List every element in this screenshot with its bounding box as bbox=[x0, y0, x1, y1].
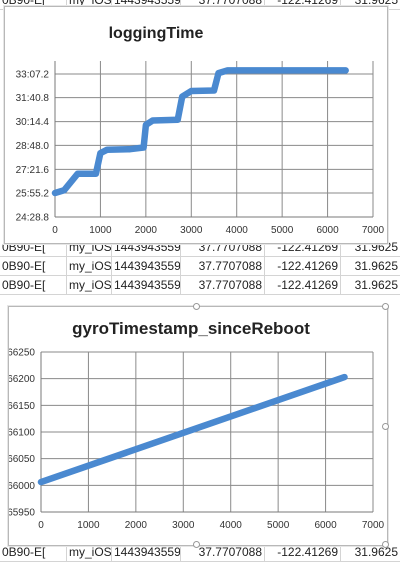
sheet-cell[interactable]: my_iOS_devi bbox=[67, 257, 112, 276]
y-tick-label: 66000 bbox=[9, 481, 35, 492]
y-tick-label: 66200 bbox=[9, 374, 35, 385]
x-tick-label: 6000 bbox=[316, 225, 339, 236]
sheet-cell[interactable]: 0B90-E[ bbox=[0, 257, 67, 276]
sheet-cell[interactable]: 37.7707088 bbox=[181, 276, 265, 295]
gyro-timestamp-chart-svg: gyroTimestamp_sinceReboot 65950 66000 6605… bbox=[9, 319, 385, 531]
logging-time-chart-svg: loggingTime 24:28.8 25:55.2 27:21.6 28:48.0… bbox=[16, 25, 385, 236]
y-tick-label: 33:07.2 bbox=[16, 69, 50, 80]
sheet-cell[interactable]: my_iOS_devi bbox=[67, 543, 112, 562]
resize-handle-top[interactable] bbox=[193, 303, 200, 310]
sheet-cell[interactable]: 31.9625 bbox=[354, 278, 398, 292]
sheet-cell[interactable]: 31.9625 bbox=[354, 259, 398, 273]
sheet-row[interactable]: 0B90-E[ my_iOS_devi 1443943559 37.770708… bbox=[0, 257, 400, 276]
sheet-cell[interactable]: 0B90-E[ bbox=[0, 543, 67, 562]
y-tick-label: 31:40.8 bbox=[16, 93, 50, 104]
y-tick-label: 24:28.8 bbox=[16, 213, 50, 224]
x-tick-label: 6000 bbox=[314, 520, 337, 531]
resize-handle-bottom-right[interactable] bbox=[382, 541, 389, 548]
sheet-cell[interactable]: my_iOS_devi bbox=[67, 0, 112, 10]
x-tick-label: 5000 bbox=[271, 225, 294, 236]
x-tick-label: 4000 bbox=[220, 520, 243, 531]
sheet-cell[interactable]: 1443943559 bbox=[112, 276, 181, 295]
x-tick-label: 7000 bbox=[362, 520, 385, 531]
sheet-row[interactable]: 0B90-E[ my_iOS_devi 1443943559 37.770708… bbox=[0, 276, 400, 295]
sheet-cell[interactable]: 37.7707088 bbox=[181, 257, 265, 276]
x-tick-label: 0 bbox=[38, 520, 44, 531]
y-tick-label: 66050 bbox=[9, 454, 35, 465]
sheet-cell[interactable]: 0B90-E[ bbox=[0, 0, 67, 10]
sheet-cell[interactable]: 37.7707088 bbox=[181, 543, 265, 562]
x-tick-label: 4000 bbox=[226, 225, 249, 236]
resize-handle-bottom[interactable] bbox=[193, 541, 200, 548]
series-line[interactable] bbox=[51, 67, 349, 197]
sheet-cell[interactable]: -122.41269 bbox=[265, 543, 341, 562]
sheet-cell[interactable]: -122.41269 bbox=[265, 276, 341, 295]
sheet-cell[interactable]: 31.9625 bbox=[354, 0, 398, 7]
sheet-cell[interactable]: 31.9625 bbox=[354, 545, 398, 559]
x-tick-label: 2000 bbox=[125, 520, 148, 531]
y-tick-label: 30:14.4 bbox=[16, 117, 50, 128]
resize-handle-top-right[interactable] bbox=[382, 303, 389, 310]
x-tick-label: 3000 bbox=[180, 225, 203, 236]
x-tick-label: 3000 bbox=[172, 520, 195, 531]
y-tick-label: 65950 bbox=[9, 508, 35, 519]
sheet-cell[interactable]: 1443943559 bbox=[112, 0, 181, 10]
sheet-cell[interactable]: 1443943559 bbox=[112, 257, 181, 276]
sheet-cell[interactable]: 0B90-E[ bbox=[0, 276, 67, 295]
y-tick-label: 25:55.2 bbox=[16, 189, 50, 200]
gyro-timestamp-chart[interactable]: gyroTimestamp_sinceReboot 65950 66000 6605… bbox=[8, 303, 389, 548]
x-tick-label: 1000 bbox=[77, 520, 100, 531]
x-tick-label: 1000 bbox=[89, 225, 112, 236]
x-tick-label: 5000 bbox=[267, 520, 290, 531]
y-tick-label: 28:48.0 bbox=[16, 141, 50, 152]
x-tick-label: 7000 bbox=[362, 225, 385, 236]
x-tick-label: 0 bbox=[52, 225, 58, 236]
y-tick-label: 66150 bbox=[9, 401, 35, 412]
x-tick-label: 2000 bbox=[135, 225, 158, 236]
resize-handle-right[interactable] bbox=[382, 423, 389, 430]
series-line[interactable] bbox=[37, 373, 348, 486]
y-tick-label: 66250 bbox=[9, 348, 35, 359]
sheet-cell[interactable]: 37.7707088 bbox=[181, 0, 265, 10]
y-tick-label: 27:21.6 bbox=[16, 165, 50, 176]
sheet-cell[interactable]: 1443943559 bbox=[112, 543, 181, 562]
sheet-cell[interactable]: my_iOS_devi bbox=[67, 276, 112, 295]
y-tick-label: 66100 bbox=[9, 428, 35, 439]
chart-title: gyroTimestamp_sinceReboot bbox=[72, 319, 310, 338]
chart-title: loggingTime bbox=[109, 25, 204, 42]
sheet-cell[interactable]: -122.41269 bbox=[265, 0, 341, 10]
logging-time-chart[interactable]: loggingTime 24:28.8 25:55.2 27:21.6 28:48.0… bbox=[4, 6, 388, 244]
sheet-cell[interactable]: -122.41269 bbox=[265, 257, 341, 276]
